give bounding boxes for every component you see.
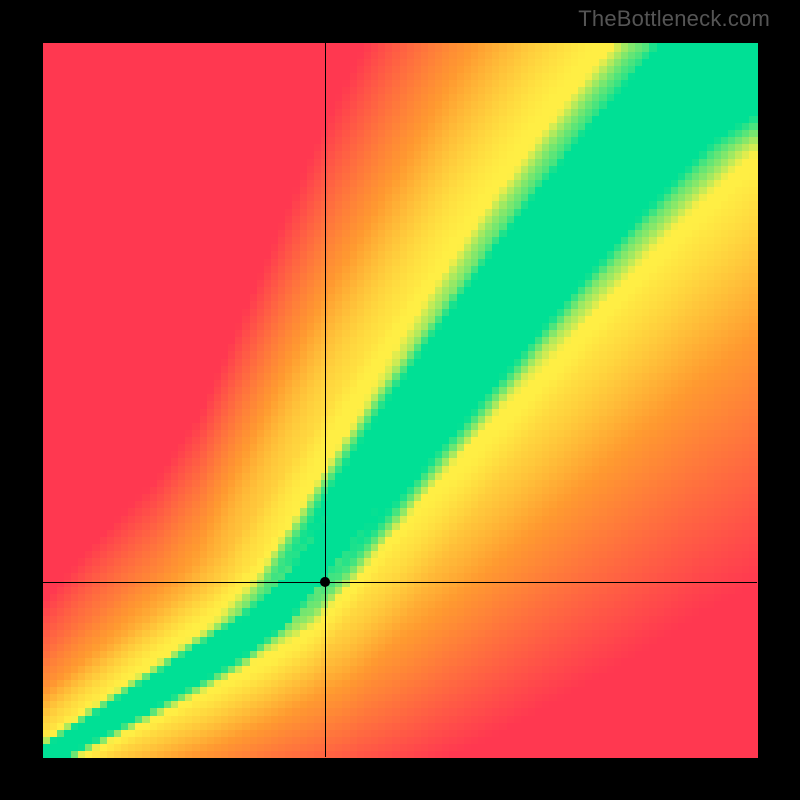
watermark-text: TheBottleneck.com [578,6,770,32]
bottleneck-heatmap [0,0,800,800]
chart-container: TheBottleneck.com [0,0,800,800]
